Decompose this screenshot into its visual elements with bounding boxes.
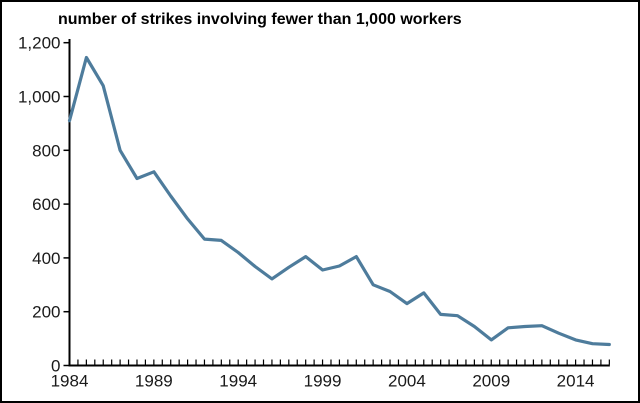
x-axis-tick-label: 2004 — [388, 372, 426, 391]
x-axis-tick-label: 1999 — [304, 372, 342, 391]
y-axis-tick-label: 1,000 — [18, 88, 61, 107]
y-axis-tick-label: 1,200 — [18, 34, 61, 53]
y-axis-tick-label: 800 — [32, 141, 60, 160]
data-line-strikes — [67, 55, 611, 347]
y-axis-tick-label: 200 — [32, 303, 60, 322]
y-axis-tick-label: 0 — [51, 357, 60, 376]
x-axis-tick-label: 1989 — [135, 372, 173, 391]
x-axis-tick-label: 1984 — [51, 372, 89, 391]
chart-title: number of strikes involving fewer than 1… — [58, 11, 462, 28]
x-axis-tick-label: 2009 — [472, 372, 510, 391]
x-axis-tick-label: 2014 — [557, 372, 595, 391]
y-axis-tick-label: 400 — [32, 249, 60, 268]
y-axis-tick-label: 600 — [32, 195, 60, 214]
x-axis-tick-label: 1994 — [219, 372, 257, 391]
